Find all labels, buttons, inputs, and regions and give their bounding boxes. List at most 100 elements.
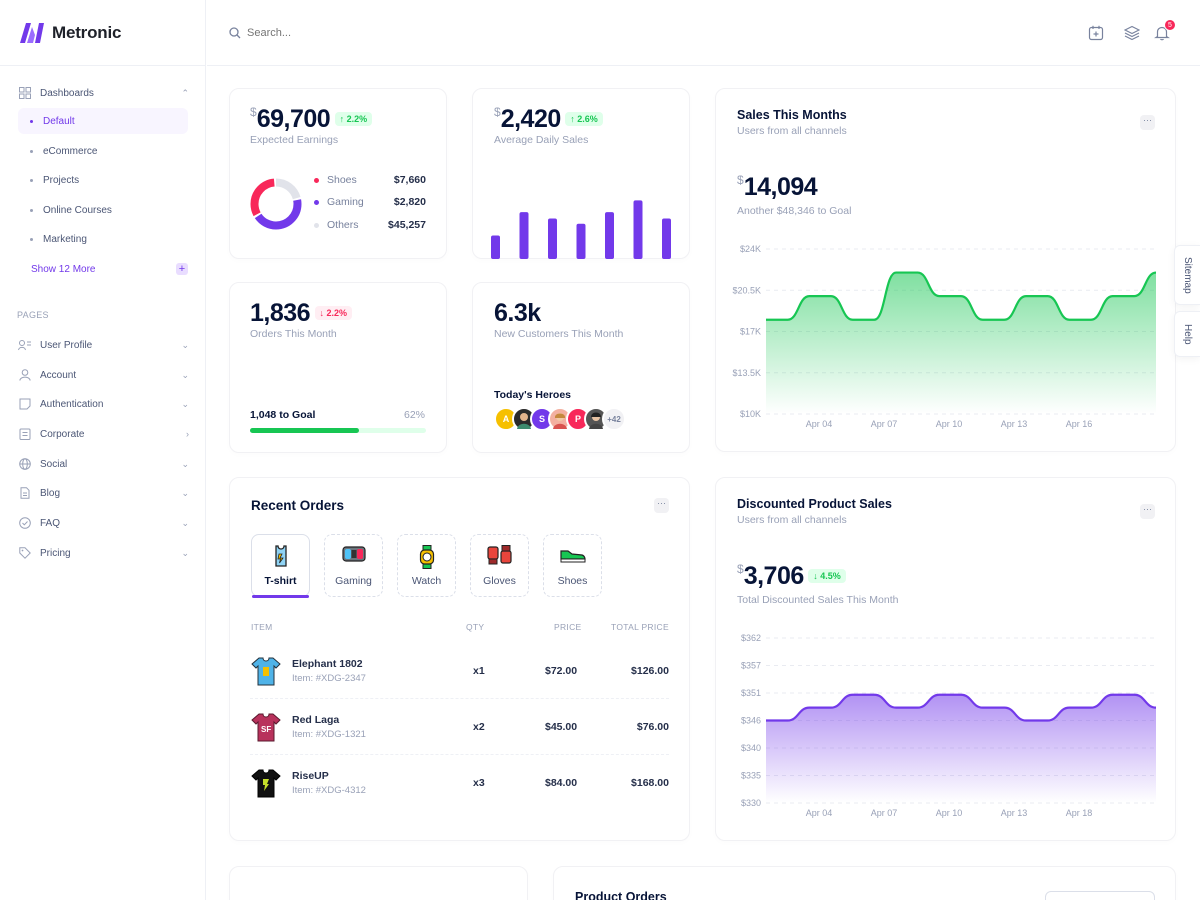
earnings-label: Expected Earnings — [250, 134, 339, 146]
y-tick-label: $24K — [740, 244, 761, 254]
daily-sales-amount: 2,420 — [500, 105, 562, 133]
sidebar-item-corporate[interactable]: Corporate › — [18, 421, 189, 447]
chevron-down-icon: ⌄ — [181, 398, 189, 409]
item-name: RiseUP — [292, 770, 329, 782]
goal-progress-track — [250, 428, 426, 433]
y-tick-label: $13.5K — [732, 368, 761, 378]
sitemap-tab[interactable]: Sitemap — [1174, 245, 1200, 305]
sidebar-item-ecommerce[interactable]: eCommerce — [18, 138, 188, 164]
sales-this-month-card: Sales This Months Users from all channel… — [715, 88, 1176, 452]
sidebar-item-marketing[interactable]: Marketing — [18, 226, 188, 252]
column-header-price: PRICE — [554, 622, 582, 632]
card-subtitle: Users from all channels — [737, 125, 847, 137]
sidebar-item-dashboards[interactable]: Dashboards ⌃ — [18, 80, 189, 106]
row-item-cell: Elephant 1802 Item: #XDG-2347 — [292, 658, 366, 684]
table-row[interactable]: SF Red Laga Item: #XDG-1321 x2 $45.00 $76… — [250, 699, 669, 755]
heroes-label: Today's Heroes — [494, 389, 571, 401]
more-avatars-count[interactable]: +42 — [602, 407, 626, 431]
sidebar-item-authentication[interactable]: Authentication ⌄ — [18, 391, 189, 417]
sidebar-item-projects[interactable]: Projects — [18, 167, 188, 193]
more-options-button[interactable]: ··· — [1140, 504, 1155, 519]
column-header-item: ITEM — [251, 622, 273, 632]
x-tick-label: Apr 10 — [936, 419, 963, 429]
gloves-icon — [486, 545, 513, 567]
show-more-link[interactable]: Show 12 More + — [31, 259, 188, 279]
sidebar-item-label: eCommerce — [43, 145, 98, 157]
metronic-logo-icon — [20, 22, 44, 43]
series-line — [765, 693, 1157, 722]
sidebar-item-user-profile[interactable]: User Profile ⌄ — [18, 332, 189, 358]
table-row[interactable]: RiseUP Item: #XDG-4312 x3 $84.00 $168.00 — [250, 755, 669, 811]
product-thumbnail: SF — [251, 713, 281, 741]
sneaker-icon — [559, 545, 586, 567]
sales-month-area-chart: $24K $20.5K $17K $13.5K $10K Apr 04 Apr 07 Apr … — [732, 244, 1157, 429]
tab-tshirt[interactable]: T-shirt — [251, 534, 310, 598]
more-options-button[interactable]: ··· — [654, 498, 669, 513]
logo[interactable]: Metronic — [0, 0, 205, 66]
sidebar-item-pricing[interactable]: Pricing ⌄ — [18, 540, 189, 566]
svg-text:SF: SF — [261, 725, 271, 734]
discounted-amount: 3,706 — [743, 562, 805, 590]
sidebar-item-blog[interactable]: Blog ⌄ — [18, 480, 189, 506]
help-tab[interactable]: Help — [1174, 311, 1200, 357]
tag-icon — [18, 546, 32, 560]
layers-button[interactable] — [1123, 24, 1141, 42]
more-options-button[interactable]: ··· — [1140, 115, 1155, 130]
y-tick-label: $351 — [741, 688, 761, 698]
sidebar: Metronic Dashboards ⌃ Default eCommerce … — [0, 0, 206, 900]
discounted-sales-card: Discounted Product Sales Users from all … — [715, 477, 1176, 841]
legend-item-others: Others $45,257 — [314, 219, 426, 231]
product-thumbnail — [251, 769, 281, 798]
y-tick-label: $10K — [740, 409, 761, 419]
area-fill — [766, 272, 1156, 414]
tab-gaming[interactable]: Gaming — [324, 534, 383, 597]
earnings-change-value: 2.2% — [346, 113, 368, 124]
item-id: Item: #XDG-1321 — [292, 728, 366, 740]
search-box[interactable] — [229, 26, 447, 39]
search-icon — [229, 26, 241, 38]
notifications-button[interactable]: 5 — [1153, 19, 1176, 42]
sidebar-item-faq[interactable]: FAQ ⌄ — [18, 510, 189, 536]
user-card-icon — [18, 338, 32, 352]
tab-shoes[interactable]: Shoes — [543, 534, 602, 597]
person-avatar-icon — [517, 413, 531, 429]
y-tick-label: $340 — [741, 743, 761, 753]
bullet-icon — [30, 178, 33, 182]
tab-gloves[interactable]: Gloves — [470, 534, 529, 597]
item-name: Elephant 1802 — [292, 657, 363, 670]
item-qty: x3 — [473, 777, 485, 789]
sidebar-item-label: Authentication — [40, 398, 104, 410]
column-header-qty: QTY — [466, 622, 485, 632]
game-console-icon — [341, 545, 366, 567]
row-item-cell: Red Laga Item: #XDG-1321 — [292, 714, 366, 740]
new-customers-card: 6.3k New Customers This Month Today's He… — [472, 282, 690, 453]
grid-icon — [18, 86, 32, 100]
topbar: 5 — [207, 0, 1200, 66]
bar-6 — [633, 200, 643, 259]
sidebar-item-social[interactable]: Social ⌄ — [18, 451, 189, 477]
calendar-add-button[interactable] — [1087, 24, 1105, 42]
product-orders-select[interactable] — [1045, 891, 1155, 900]
bar-5 — [605, 212, 614, 259]
average-daily-sales-card: $2,420 ↑ 2.6% Average Daily Sales — [472, 88, 690, 259]
earnings-amount-row: $69,700 ↑ 2.2% — [250, 105, 373, 134]
table-row[interactable]: Elephant 1802 Item: #XDG-2347 x1 $72.00 $… — [250, 643, 669, 699]
sidebar-item-label: Pricing — [40, 547, 71, 559]
sales-month-goal-text: Another $48,346 to Goal — [737, 205, 852, 217]
expected-earnings-card: $69,700 ↑ 2.2% Expected Earnings Shoes $7… — [229, 88, 447, 259]
sidebar-item-label: User Profile — [40, 339, 93, 351]
calendar-plus-icon — [1088, 25, 1104, 41]
pages-section-label: PAGES — [17, 310, 49, 320]
watch-icon — [419, 545, 435, 569]
item-total: $76.00 — [636, 720, 669, 733]
item-price: $84.00 — [545, 777, 578, 789]
orders-label: Orders This Month — [250, 328, 337, 340]
sidebar-item-default[interactable]: Default — [18, 108, 188, 134]
item-id: Item: #XDG-2347 — [292, 672, 366, 684]
sidebar-item-online-courses[interactable]: Online Courses — [18, 197, 188, 223]
sidebar-item-account[interactable]: Account ⌄ — [18, 362, 189, 388]
search-input[interactable] — [247, 26, 447, 39]
earnings-change-badge: ↑ 2.2% — [334, 111, 373, 126]
item-price: $45.00 — [545, 720, 578, 733]
tab-watch[interactable]: Watch — [397, 534, 456, 597]
